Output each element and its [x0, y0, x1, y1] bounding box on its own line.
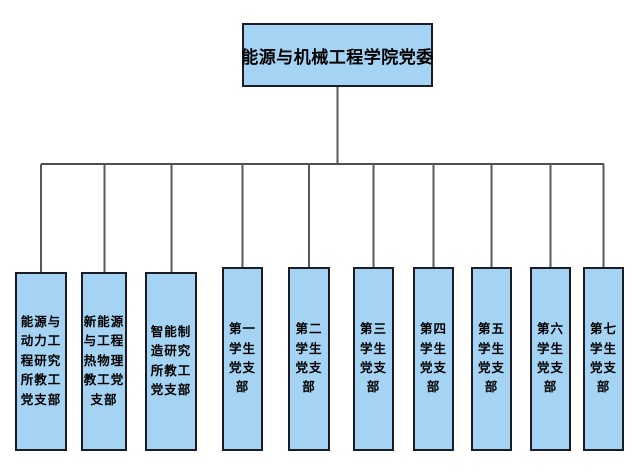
root-box-party-committee: 能源与机械工程学院党委 [241, 23, 434, 87]
branch-box-student-4: 第四 学生 党支 部 [413, 267, 454, 451]
branch-box-intelligent-manufacturing: 智能制 造研究 所教工 党支部 [145, 272, 197, 451]
branch-box-label: 新能源 与工程 热物理 教工党 支部 [83, 315, 125, 407]
root-box-label: 能源与机械工程学院党委 [241, 47, 434, 67]
branch-box-student-6: 第六 学生 党支 部 [530, 267, 571, 451]
branch-box-label: 第二 学生 党支 部 [295, 322, 323, 395]
branch-box-label: 第三 学生 党支 部 [359, 322, 387, 395]
branch-box-label: 第四 学生 党支 部 [419, 322, 447, 395]
branch-box-label: 第六 学生 党支 部 [536, 322, 564, 395]
branch-box-student-5: 第五 学生 党支 部 [471, 267, 512, 451]
branch-box-label: 智能制 造研究 所教工 党支部 [150, 324, 192, 397]
branch-box-student-2: 第二 学生 党支 部 [288, 267, 330, 451]
branch-box-energy-power-institute: 能源与 动力工 程研究 所教工 党支部 [15, 272, 67, 451]
branch-box-label: 第七 学生 党支 部 [589, 322, 617, 395]
branch-box-student-7: 第七 学生 党支 部 [583, 267, 624, 451]
branch-box-label: 第五 学生 党支 部 [477, 322, 505, 395]
branch-box-new-energy-thermophysics: 新能源 与工程 热物理 教工党 支部 [81, 272, 127, 451]
branch-box-student-3: 第三 学生 党支 部 [353, 267, 394, 451]
branch-box-student-1: 第一 学生 党支 部 [222, 267, 263, 451]
branch-box-label: 能源与 动力工 程研究 所教工 党支部 [20, 315, 62, 407]
branch-box-label: 第一 学生 党支 部 [228, 322, 256, 395]
